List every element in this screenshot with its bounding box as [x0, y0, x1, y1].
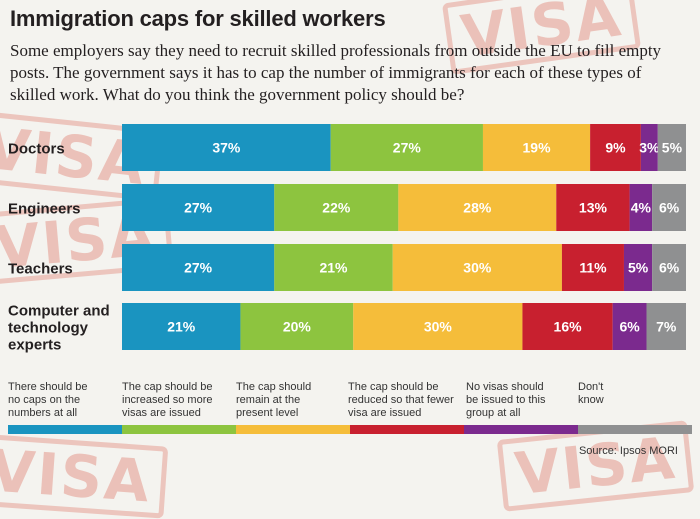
data-label: 27%	[184, 260, 213, 276]
category-label: Teachers	[8, 261, 73, 278]
data-label: 6%	[659, 200, 680, 216]
data-label: 16%	[554, 319, 583, 335]
legend-swatch	[8, 425, 122, 434]
bar-segment	[652, 244, 686, 291]
data-label: 4%	[631, 200, 652, 216]
category-label: Doctors	[8, 141, 65, 158]
category-label: technology	[8, 320, 89, 337]
bar-segment	[612, 303, 647, 350]
bar-segment	[274, 244, 393, 291]
bar-segment	[482, 124, 591, 171]
bar-segment	[122, 303, 241, 350]
data-label: 19%	[523, 140, 552, 156]
legend-label: No visas should be issued to this group at…	[466, 381, 546, 419]
bar-segment	[392, 244, 562, 291]
legend-color-strip	[8, 425, 692, 434]
data-label: 27%	[184, 200, 213, 216]
data-label: 20%	[283, 319, 312, 335]
category-label: Engineers	[8, 201, 81, 218]
legend-swatch	[578, 425, 692, 434]
bar-segment	[629, 184, 653, 231]
chart-title: Immigration caps for skilled workers	[10, 6, 386, 31]
data-label: 28%	[463, 200, 492, 216]
bar-segment	[623, 244, 653, 291]
data-label: 30%	[463, 260, 492, 276]
bar-segment	[398, 184, 557, 231]
data-label: 30%	[424, 319, 453, 335]
survey-question: Some employers say they need to recruit …	[10, 41, 662, 104]
data-label: 6%	[619, 319, 640, 335]
data-label: 27%	[393, 140, 422, 156]
data-label: 7%	[656, 319, 677, 335]
data-label: 21%	[319, 260, 348, 276]
legend-label: The cap should remain at the present level	[236, 381, 312, 419]
data-label: 11%	[579, 260, 607, 276]
data-label: 6%	[659, 260, 680, 276]
data-label: 37%	[212, 140, 241, 156]
legend-label: The cap should be increased so more visas …	[122, 381, 213, 419]
bar-segment	[522, 303, 613, 350]
data-label: 5%	[662, 140, 683, 156]
legend-swatch	[236, 425, 350, 434]
data-label: 3%	[639, 140, 660, 156]
category-label: Computer and	[8, 303, 110, 320]
bar-segment	[122, 184, 275, 231]
bar-segment	[556, 184, 630, 231]
data-label: 9%	[605, 140, 626, 156]
bar-segment	[640, 124, 658, 171]
bar-segment	[330, 124, 483, 171]
bar-segment	[122, 124, 331, 171]
bar-segment	[657, 124, 686, 171]
bar-segment	[122, 244, 275, 291]
legend-label: The cap should be reduced so that fewer vi…	[348, 381, 454, 419]
bar-segment	[646, 303, 686, 350]
bar-segment	[274, 184, 399, 231]
data-label: 21%	[167, 319, 196, 335]
data-label: 22%	[322, 200, 351, 216]
stacked-bar-chart: Doctors 37% 27% 19% 9% 3% 5%Engineers 27% 22% 28%…	[8, 124, 686, 354]
category-label: experts	[8, 337, 61, 354]
bar-segment	[590, 124, 641, 171]
data-label: 13%	[579, 200, 608, 216]
legend-swatch	[122, 425, 236, 434]
source-note: Source: Ipsos MORI	[578, 445, 678, 457]
legend-label: There should be no caps on the numbers at …	[8, 381, 88, 419]
bar-segment	[652, 184, 686, 231]
legend-swatch	[350, 425, 464, 434]
legend-swatch	[464, 425, 578, 434]
data-label: 5%	[628, 260, 649, 276]
bar-segment	[561, 244, 624, 291]
bar-segment	[353, 303, 523, 350]
bar-segment	[240, 303, 354, 350]
legend-label: Don't know	[578, 381, 604, 406]
